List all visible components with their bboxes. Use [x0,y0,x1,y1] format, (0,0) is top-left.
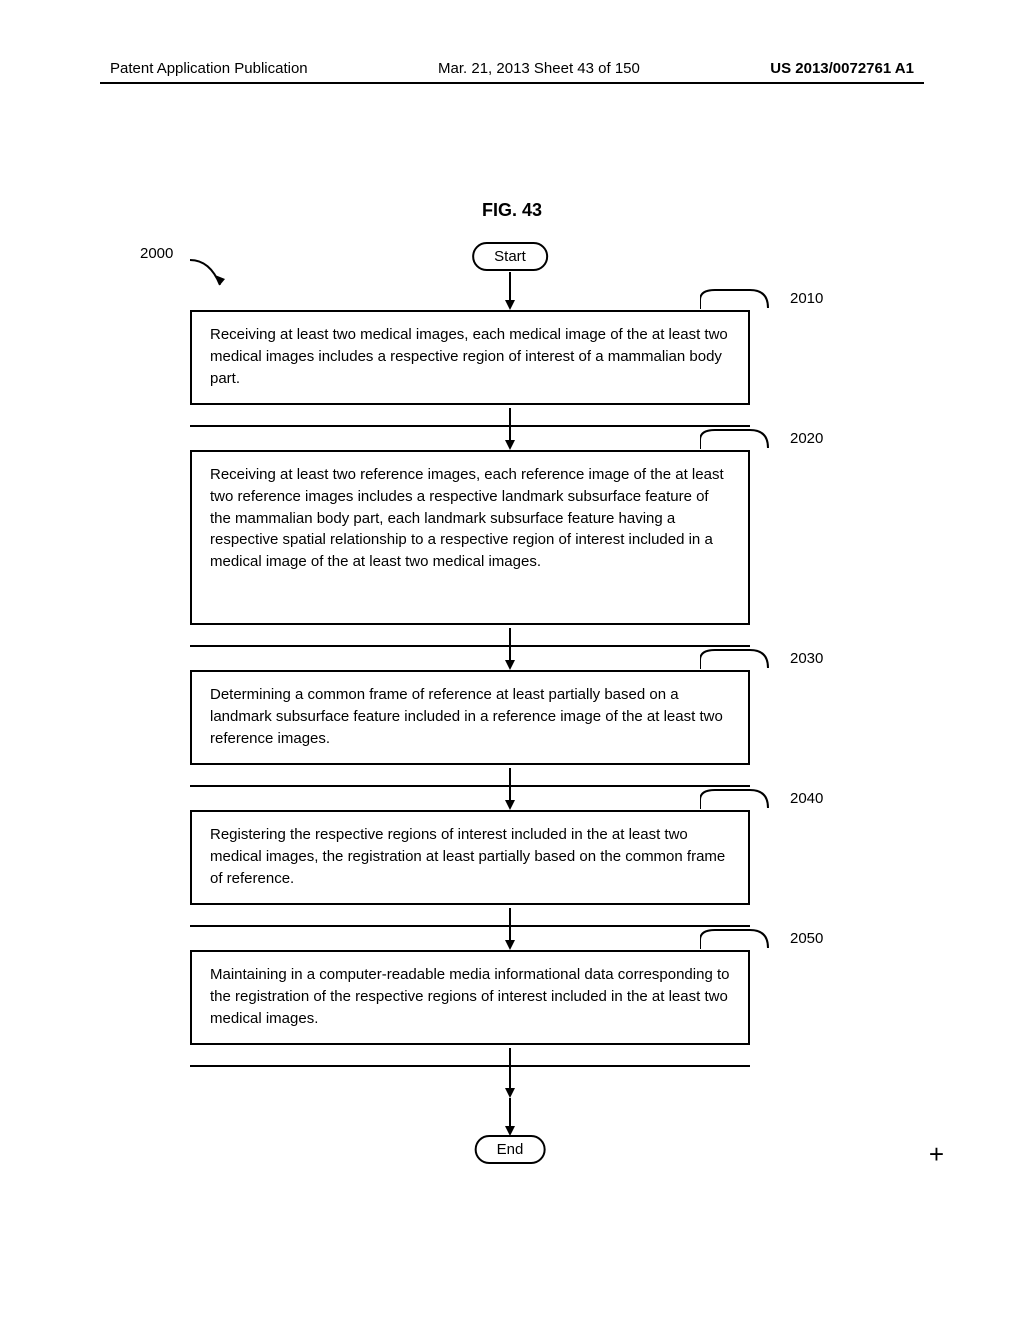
flow-arrow [503,1098,517,1141]
step-tab [700,928,770,955]
corner-cross-mark: + [929,1139,944,1170]
start-label: Start [494,248,526,265]
seam-line [190,1065,750,1067]
step-box-2020: Receiving at least two reference images,… [190,450,750,625]
header-rule [100,82,924,84]
step-tab [700,648,770,675]
seam-line [190,925,750,927]
seam-line [190,425,750,427]
main-ref-arrow [190,255,240,305]
step-ref-2030: 2030 [790,650,823,667]
flow-arrow [503,272,517,315]
step-ref-2010: 2010 [790,290,823,307]
step-box-2010: Receiving at least two medical images, e… [190,310,750,405]
flow-arrow [503,908,517,955]
step-box-2040: Registering the respective regions of in… [190,810,750,905]
header-left: Patent Application Publication [110,60,308,77]
flow-arrow [503,1048,517,1103]
flow-arrow [503,628,517,675]
step-ref-2040: 2040 [790,790,823,807]
start-terminal: Start [472,242,548,271]
end-label: End [497,1141,524,1158]
main-ref-label: 2000 [140,245,173,262]
step-tab [700,788,770,815]
step-box-2030: Determining a common frame of reference … [190,670,750,765]
seam-line [190,785,750,787]
step-box-2050: Maintaining in a computer-readable media… [190,950,750,1045]
step-tab [700,428,770,455]
seam-line [190,645,750,647]
header-center: Mar. 21, 2013 Sheet 43 of 150 [438,60,640,77]
step-tab [700,288,770,315]
flow-arrow [503,408,517,455]
page-header: Patent Application Publication Mar. 21, … [0,60,1024,77]
flow-arrow [503,768,517,815]
step-ref-2050: 2050 [790,930,823,947]
header-right: US 2013/0072761 A1 [770,60,914,77]
step-ref-2020: 2020 [790,430,823,447]
figure-title: FIG. 43 [0,200,1024,221]
